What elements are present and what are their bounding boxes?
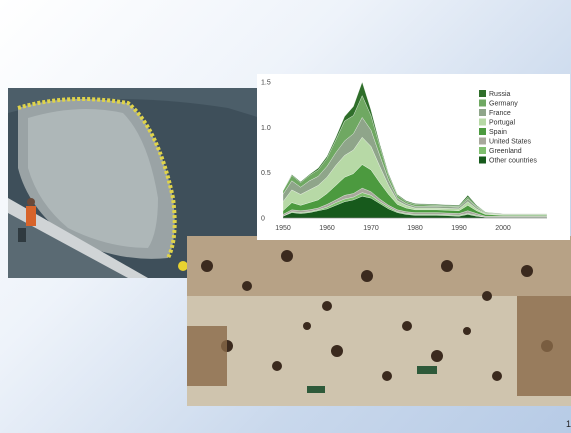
x-tick-label: 1950	[275, 225, 291, 232]
beach-crowd-illustration	[187, 236, 571, 406]
legend-swatch	[479, 128, 486, 135]
legend-label: Spain	[489, 129, 507, 136]
stacked-area-chart: 0 0.5 1.0 1.5 1950 1960 1970 1980 1990 2000 Russ…	[261, 80, 548, 232]
legend-swatch	[479, 99, 486, 107]
trawler-net-illustration	[8, 88, 293, 278]
legend-label: France	[489, 110, 511, 117]
legend-label: Russia	[489, 91, 511, 98]
x-tick-label: 1990	[451, 225, 467, 232]
x-tick-label: 1980	[407, 225, 423, 232]
legend-label: Portugal	[489, 120, 516, 127]
beach-fishing-photo	[187, 236, 571, 406]
y-tick-label: 0	[261, 216, 265, 223]
page-number: 1	[565, 419, 571, 429]
legend-swatch	[479, 147, 486, 154]
area-series-russia	[282, 81, 547, 214]
legend-swatch	[479, 109, 486, 116]
legend-label: Germany	[489, 101, 518, 108]
catch-chart: 0 0.5 1.0 1.5 1950 1960 1970 1980 1990 2000 Russ…	[257, 74, 570, 240]
x-tick-label: 2000	[495, 225, 511, 232]
legend-swatch	[479, 90, 486, 97]
x-tick-label: 1970	[363, 225, 379, 232]
y-tick-label: 1.5	[261, 80, 271, 87]
trawler-net-photo	[8, 88, 293, 278]
legend-swatch	[479, 156, 486, 164]
legend-swatch	[479, 137, 486, 145]
legend-swatch	[479, 118, 486, 126]
legend-label: Other countries	[489, 158, 537, 165]
y-tick-label: 1.0	[261, 125, 271, 132]
x-tick-label: 1960	[319, 225, 335, 232]
legend-label: Greenland	[489, 148, 522, 155]
y-tick-label: 0.5	[261, 170, 271, 177]
legend-label: United States	[489, 139, 532, 146]
